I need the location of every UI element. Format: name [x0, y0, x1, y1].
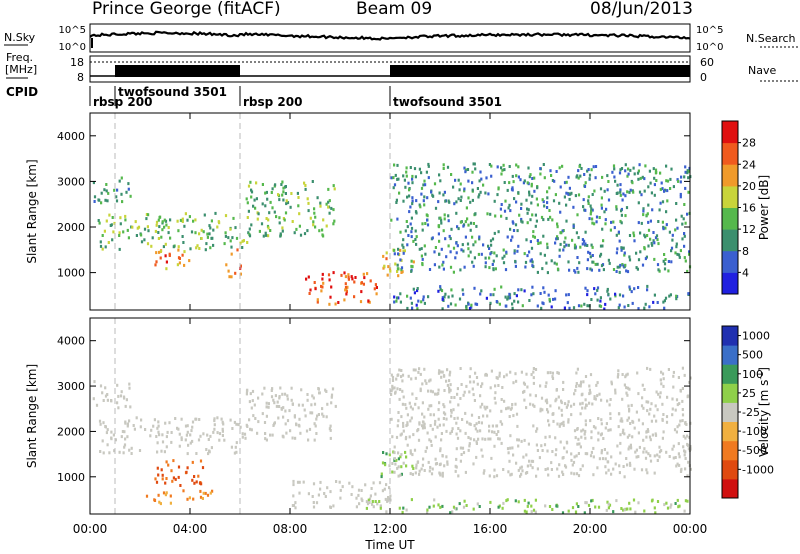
y-tick-label: 4000 — [57, 130, 85, 143]
noise-tick-left: 10^5 — [59, 25, 86, 36]
colorbar-swatch — [722, 164, 738, 187]
colorbar-tick-label: 25 — [742, 387, 756, 400]
beam-title: Beam 09 — [356, 0, 433, 19]
echo-cells — [92, 162, 692, 311]
freq-band-1 — [115, 65, 240, 77]
colorbar-swatch — [722, 459, 738, 480]
colorbar-swatch — [722, 142, 738, 165]
date-title: 08/Jun/2013 — [590, 0, 693, 19]
colorbar-swatch — [722, 121, 738, 144]
colorbar-tick-label: -100 — [742, 425, 767, 438]
nsearch-label: N.Search — [746, 32, 796, 45]
cpid-segment-label: rbsp 200 — [93, 95, 152, 109]
colorbar-tick-label: -500 — [742, 444, 767, 457]
colorbar-tick-label: 24 — [742, 158, 756, 171]
colorbar-swatch — [722, 250, 738, 273]
colorbar-swatch — [722, 229, 738, 252]
x-tick-label: 20:00 — [573, 522, 608, 536]
noise-tick-left: 10^0 — [59, 42, 86, 53]
colorbar-swatch — [722, 421, 738, 442]
colorbar-label: Velocity [m s-1] — [756, 367, 771, 457]
colorbar-tick-label: 4 — [742, 266, 749, 279]
cpid-segment-label: twofsound 3501 — [393, 95, 502, 109]
colorbar-swatch — [722, 326, 738, 346]
echo-cells — [92, 366, 692, 515]
colorbar-tick-label: 16 — [742, 202, 756, 215]
y-tick-label: 1000 — [57, 471, 85, 484]
noise-tick-right: 10^5 — [696, 25, 723, 36]
x-tick-label: 04:00 — [173, 522, 208, 536]
colorbar-tick-label: -1000 — [742, 463, 774, 476]
y-tick-label: 2000 — [57, 221, 85, 234]
velocity-colorbar: 1000 500 100 25 -25 -100 -500 -1000 Velocity [m … — [721, 325, 774, 499]
colorbar-swatch — [722, 345, 738, 365]
cpid-segment-label: rbsp 200 — [243, 95, 302, 109]
power-panel: 1000 2000 3000 4000 Slant Range [km] 4 8 12 16 20… — [25, 112, 771, 311]
y-tick-label: 3000 — [57, 175, 85, 188]
colorbar-swatch — [722, 185, 738, 208]
x-tick-label: 00:00 — [673, 522, 708, 536]
freq-tick-right: 60 — [700, 56, 714, 69]
x-tick-label: 00:00 — [73, 522, 108, 536]
colorbar-label: Power [dB] — [757, 175, 771, 240]
nave-label: Nave — [748, 64, 777, 77]
noise-sky-line — [89, 30, 691, 41]
y-tick-label: 1000 — [57, 267, 85, 280]
x-tick-label: 16:00 — [473, 522, 508, 536]
y-tick-label: 3000 — [57, 380, 85, 393]
colorbar-tick-label: 28 — [742, 137, 756, 150]
colorbar-swatch — [722, 440, 738, 461]
colorbar-swatch — [722, 364, 738, 384]
cpid-segment-label: twofsound 3501 — [118, 85, 227, 99]
colorbar-swatch — [722, 402, 738, 422]
y-axis-label: Slant Range [km] — [25, 159, 39, 263]
power-colorbar: 4 8 12 16 20 24 28 Power [dB] — [721, 120, 771, 295]
x-axis-label: Time UT — [364, 538, 415, 552]
colorbar-tick-label: 20 — [742, 180, 756, 193]
colorbar-tick-label: 8 — [742, 245, 749, 258]
freq-tick-left: 8 — [77, 71, 84, 84]
mhz-label: [MHz] — [5, 63, 38, 76]
colorbar-swatch — [722, 383, 738, 403]
y-axis-label: Slant Range [km] — [25, 364, 39, 468]
station-title: Prince George (fitACF) — [92, 0, 281, 19]
y-tick-label: 2000 — [57, 425, 85, 438]
nsky-label: N.Sky — [4, 31, 36, 44]
colorbar-swatch — [722, 478, 738, 499]
freq-label: Freq. — [6, 51, 34, 64]
colorbar-tick-label: -25 — [742, 406, 760, 419]
y-tick-label: 4000 — [57, 335, 85, 348]
cpid-label: CPID — [6, 85, 39, 99]
freq-band-2 — [390, 65, 690, 77]
colorbar-tick-label: 12 — [742, 223, 756, 236]
colorbar-tick-label: 500 — [742, 349, 763, 362]
noise-tick-right: 10^0 — [696, 42, 723, 53]
colorbar-swatch — [722, 272, 738, 295]
colorbar-tick-label: 1000 — [742, 330, 770, 343]
x-tick-label: 08:00 — [273, 522, 308, 536]
freq-tick-left: 18 — [70, 56, 84, 69]
freq-tick-right: 0 — [700, 71, 707, 84]
x-tick-label: 12:00 — [373, 522, 408, 536]
panel-background — [90, 113, 690, 310]
colorbar-swatch — [722, 207, 738, 230]
colorbar-tick-label: 100 — [742, 368, 763, 381]
